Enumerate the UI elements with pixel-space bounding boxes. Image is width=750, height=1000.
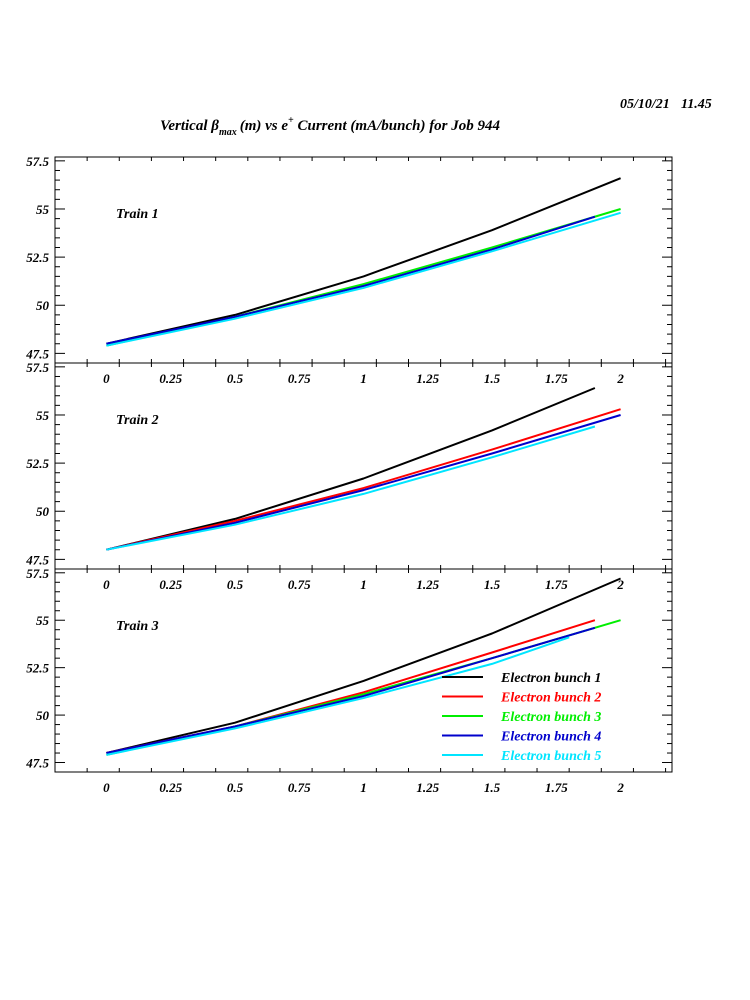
x-tick-label: 1.75 (545, 371, 568, 386)
x-tick-label: 1 (360, 780, 367, 795)
x-tick-label: 0.75 (288, 577, 311, 592)
x-tick-label: 2 (616, 577, 624, 592)
series-line-electron-bunch-2 (106, 408, 621, 551)
legend: Electron bunch 1 Electron bunch 2 Electron… (442, 671, 601, 764)
x-tick-label: 1.5 (484, 780, 501, 795)
y-tick-label: 55 (36, 613, 50, 628)
y-tick-label: 50 (36, 708, 50, 723)
x-tick-label: 0.5 (227, 780, 244, 795)
series-line-electron-bunch-4 (106, 414, 621, 551)
x-tick-label: 0 (103, 780, 110, 795)
y-tick-label: 47.5 (25, 552, 49, 567)
x-tick-label: 1.5 (484, 577, 501, 592)
x-tick-label: 0 (103, 371, 110, 386)
legend-label: Electron bunch 4 (500, 730, 601, 745)
y-tick-label: 47.5 (25, 346, 49, 361)
x-tick-label: 1.5 (484, 371, 501, 386)
y-tick-label: 52.5 (26, 661, 49, 676)
y-tick-label: 50 (36, 298, 50, 313)
legend-label: Electron bunch 3 (500, 710, 601, 725)
y-tick-label: 57.5 (26, 154, 49, 169)
y-tick-label: 52.5 (26, 250, 49, 265)
title-suffix: Current (mA/bunch) for Job 944 (294, 118, 501, 134)
y-tick-label: 55 (36, 408, 50, 423)
panel-label: Train 3 (116, 619, 159, 634)
x-tick-label: 0.25 (159, 371, 182, 386)
y-tick-label: 52.5 (26, 456, 49, 471)
x-tick-label: 2 (616, 780, 624, 795)
panel-train-1: 47.5 50 52.5 55 57.5 0 0.25 0.5 0.75 1 1.25 1.5 1.75… (25, 154, 673, 386)
series-line-electron-bunch-4 (106, 215, 596, 345)
y-tick-label: 50 (36, 504, 50, 519)
time-text: 11.45 (681, 97, 712, 112)
panels-group: 47.5 50 52.5 55 57.5 0 0.25 0.5 0.75 1 1.25 1.5 1.75… (25, 154, 673, 795)
y-tick-label: 57.5 (26, 566, 49, 581)
title-prefix: Vertical β (160, 118, 219, 134)
y-tick-label: 55 (36, 202, 50, 217)
series-line-electron-bunch-1 (106, 177, 621, 345)
legend-label: Electron bunch 2 (500, 691, 601, 706)
series-line-electron-bunch-5 (106, 636, 570, 756)
title-sup: + (288, 115, 294, 126)
y-tick-label: 57.5 (26, 360, 49, 375)
x-tick-label: 2 (616, 371, 624, 386)
panel-train-3: 47.5 50 52.5 55 57.5 0 0.25 0.5 0.75 1 1.25 1.5 1.75… (25, 566, 673, 795)
series-line-electron-bunch-4 (106, 626, 596, 754)
series-line-electron-bunch-5 (106, 211, 621, 347)
x-tick-label: 0.25 (159, 780, 182, 795)
panel-label: Train 2 (116, 413, 159, 428)
date-stamp: 05/10/21 11.45 (620, 97, 712, 112)
x-tick-label: 1 (360, 371, 367, 386)
x-tick-label: 0.5 (227, 371, 244, 386)
x-tick-label: 0.25 (159, 577, 182, 592)
panel-train-2: 47.5 50 52.5 55 57.5 0 0.25 0.5 0.75 1 1.25 1.5 1.75… (25, 360, 673, 592)
x-tick-label: 0 (103, 577, 110, 592)
legend-label: Electron bunch 1 (500, 671, 601, 686)
legend-label: Electron bunch 5 (500, 749, 601, 764)
x-tick-label: 1.25 (416, 780, 439, 795)
panel-label: Train 1 (116, 207, 159, 222)
x-tick-label: 0.75 (288, 371, 311, 386)
title-mid: (m) vs e (240, 118, 289, 134)
x-tick-label: 1.75 (545, 780, 568, 795)
x-tick-label: 1 (360, 577, 367, 592)
y-tick-label: 47.5 (25, 756, 49, 771)
x-tick-label: 1.25 (416, 371, 439, 386)
chart-title: Vertical βmax (m) vs e+ Current (mA/bunch… (160, 115, 501, 138)
title-sub: max (219, 127, 237, 138)
x-tick-label: 0.5 (227, 577, 244, 592)
panel-frame (54, 568, 673, 773)
x-tick-label: 1.75 (545, 577, 568, 592)
series-line-electron-bunch-1 (106, 577, 621, 754)
series-line-electron-bunch-5 (106, 425, 596, 551)
panel-frame (54, 156, 673, 364)
date-text: 05/10/21 (620, 97, 669, 112)
series-line-electron-bunch-1 (106, 387, 596, 551)
x-tick-label: 0.75 (288, 780, 311, 795)
x-tick-label: 1.25 (416, 577, 439, 592)
